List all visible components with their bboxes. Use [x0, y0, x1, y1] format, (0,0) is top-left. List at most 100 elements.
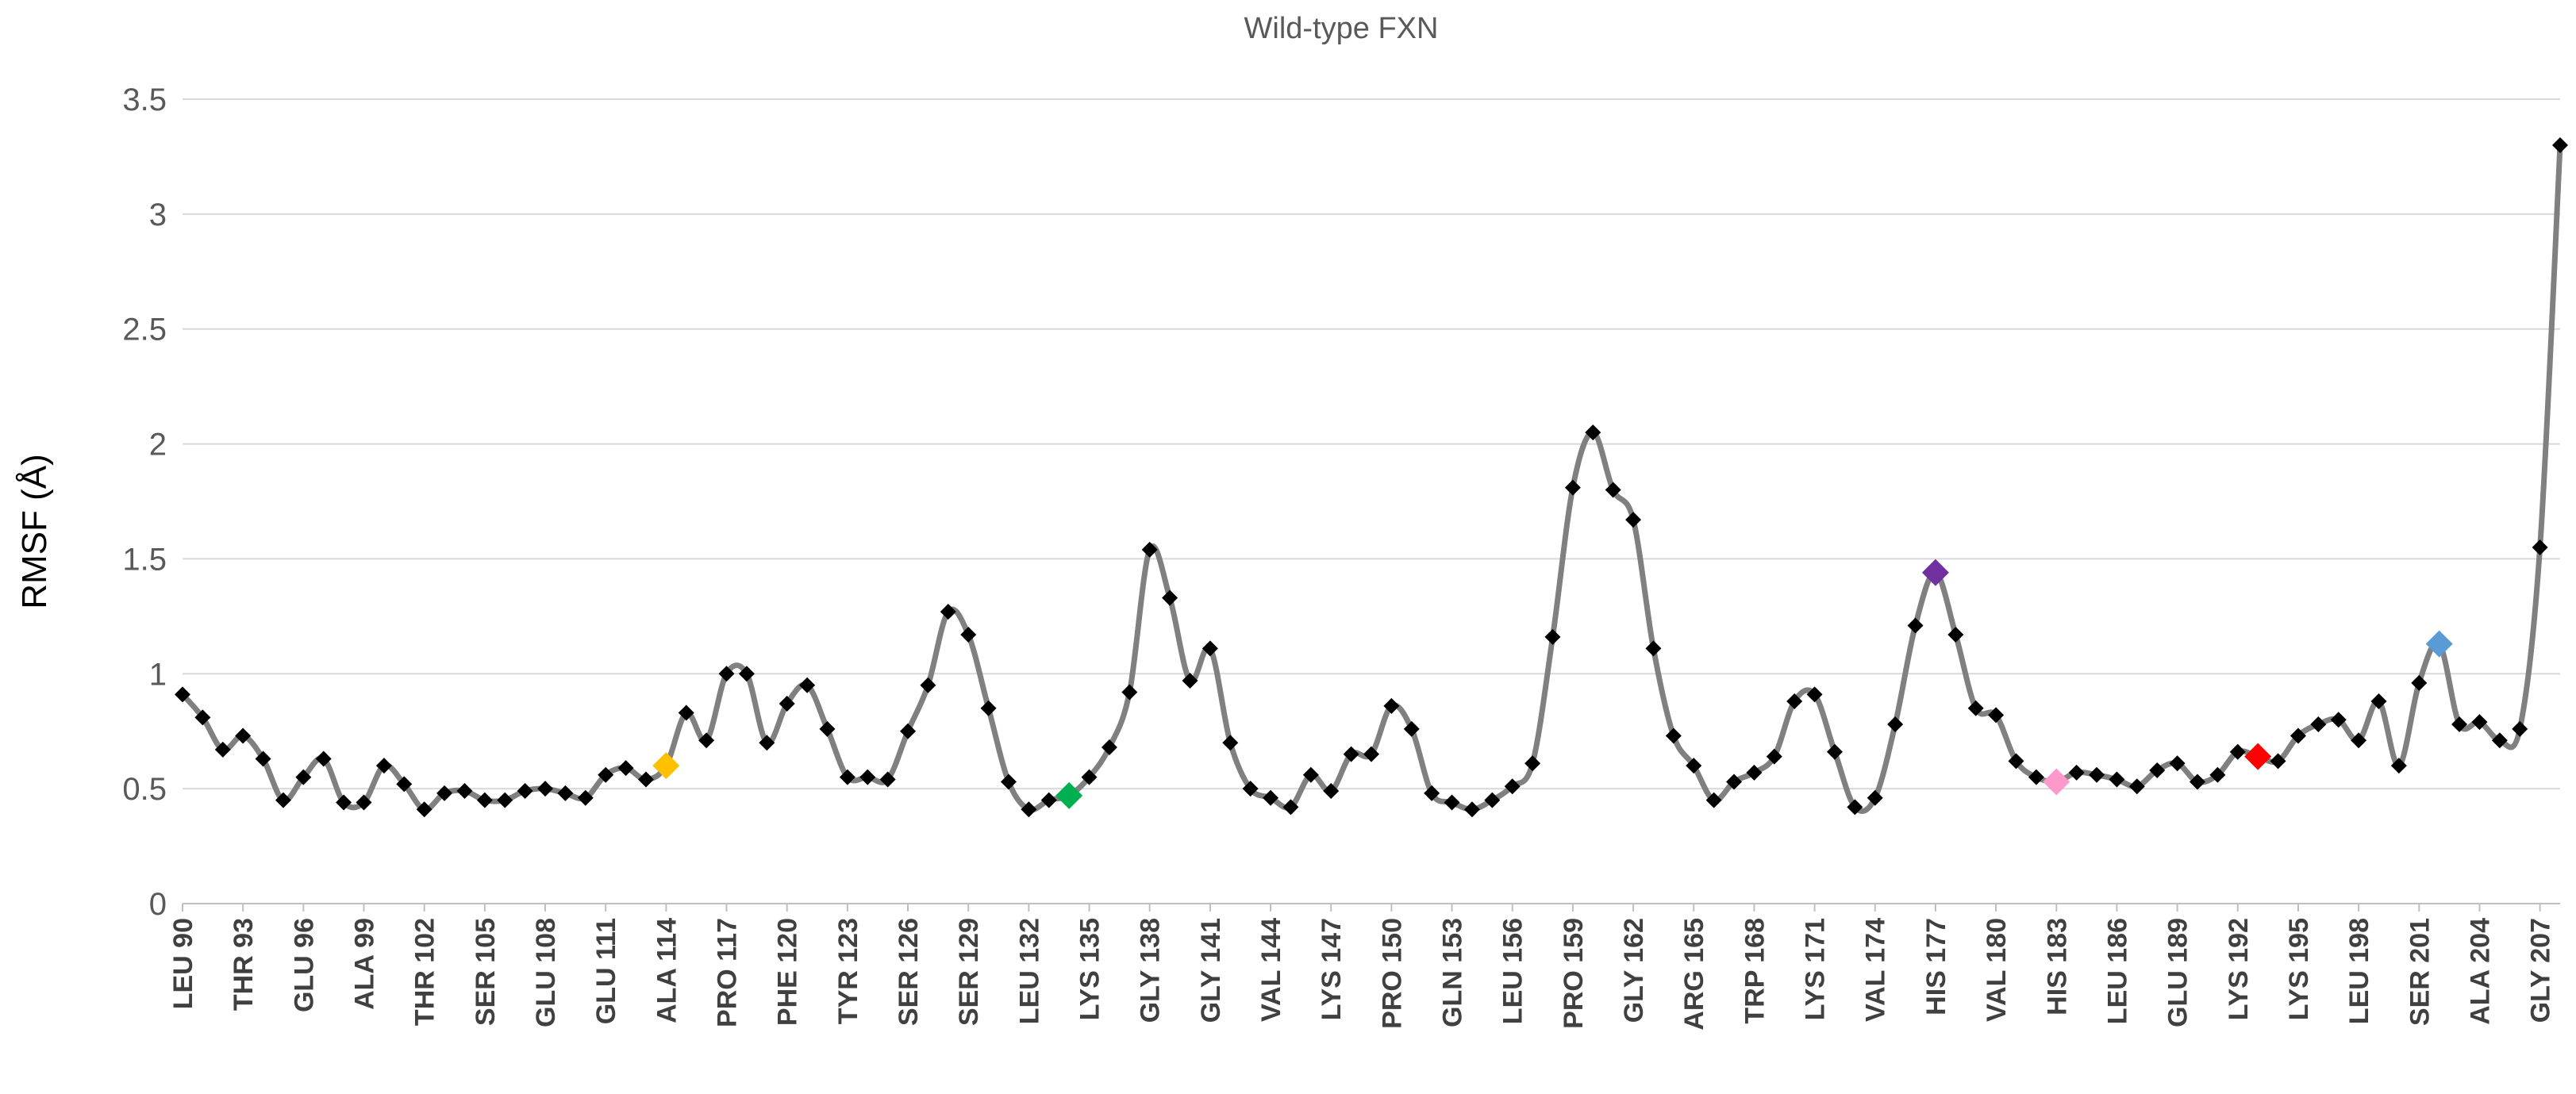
data-point: [1806, 686, 1823, 703]
chart-title: Wild-type FXN: [1244, 12, 1439, 45]
x-tick-label: PRO 150: [1377, 918, 1407, 1029]
data-point: [1867, 789, 1883, 806]
x-tick-label: LYS 171: [1801, 918, 1831, 1020]
data-point: [2532, 539, 2548, 555]
data-point: [2128, 778, 2145, 795]
x-tick-label: VAL 174: [1861, 918, 1891, 1022]
x-tick-label: SER 201: [2405, 918, 2435, 1026]
data-point: [1000, 773, 1017, 790]
x-tick-label: HIS 183: [2042, 918, 2072, 1015]
x-tick-label: LEU 132: [1014, 918, 1044, 1024]
data-point: [2351, 732, 2367, 749]
data-point: [1182, 672, 1198, 689]
data-point: [1665, 727, 1682, 744]
x-tick-label: GLY 207: [2526, 918, 2556, 1023]
y-tick-label: 2.5: [122, 313, 167, 347]
data-point: [1988, 707, 2005, 724]
data-point: [879, 771, 896, 788]
data-point: [2189, 773, 2205, 790]
data-point: [2411, 674, 2428, 691]
data-point: [1564, 479, 1581, 496]
x-tick-label: TRP 168: [1740, 918, 1770, 1024]
data-point: [476, 792, 493, 808]
data-point: [1947, 627, 1964, 643]
x-tick-label: TYR 123: [833, 918, 863, 1024]
data-point: [517, 783, 533, 800]
data-point: [1343, 746, 1359, 762]
y-tick-label: 0: [149, 887, 167, 922]
data-point: [2370, 693, 2387, 710]
data-point: [1887, 716, 1904, 733]
data-point: [1544, 628, 1561, 645]
data-point: [2109, 771, 2125, 788]
data-point: [940, 604, 956, 620]
data-point: [637, 771, 654, 788]
data-point: [759, 735, 775, 751]
data-point: [1463, 801, 1480, 818]
x-tick-label: GLU 189: [2163, 918, 2193, 1027]
data-point: [416, 801, 433, 818]
y-tick-label: 3: [149, 198, 167, 232]
data-point: [2089, 766, 2105, 783]
data-point: [2310, 716, 2327, 733]
x-tick-label: PRO 117: [713, 918, 743, 1027]
data-point: [1746, 764, 1763, 781]
x-tick-label: LEU 186: [2102, 918, 2132, 1024]
data-point: [819, 720, 836, 737]
data-point: [698, 732, 715, 749]
highlighted-residue-markers: [652, 559, 2453, 809]
data-point: [1141, 541, 1158, 558]
x-tick-label: GLY 162: [1619, 918, 1649, 1023]
data-point: [2270, 753, 2286, 770]
data-point: [839, 769, 855, 785]
data-point: [1121, 684, 1138, 701]
x-tick-label: HIS 177: [1921, 918, 1951, 1015]
y-tick-label: 1.5: [122, 542, 167, 577]
data-point: [1201, 640, 1218, 657]
highlighted-point: [652, 752, 680, 780]
x-tick-label: THR 93: [229, 918, 259, 1011]
data-point: [255, 750, 271, 767]
data-point: [356, 794, 372, 811]
data-point: [1222, 735, 1239, 751]
data-point: [497, 792, 513, 808]
data-point: [1907, 617, 1924, 634]
data-point: [275, 792, 291, 808]
x-tick-label: PHE 120: [773, 918, 803, 1026]
data-point: [1826, 743, 1843, 760]
data-point: [617, 760, 634, 777]
data-point: [1242, 781, 1259, 797]
x-tick-label: LEU 156: [1498, 918, 1528, 1024]
x-tick-labels: LEU 90 THR 93 GLU 96 ALA 99 THR 102 SER 105 GL…: [168, 904, 2556, 1031]
data-point: [1424, 785, 1440, 801]
data-point: [2290, 727, 2306, 744]
data-point: [2330, 712, 2347, 728]
data-point: [1101, 739, 1117, 755]
x-tick-label: ARG 165: [1679, 918, 1709, 1031]
highlighted-point: [1055, 781, 1083, 809]
x-tick-label: VAL 180: [1982, 918, 2012, 1022]
data-point: [799, 677, 816, 693]
data-point: [1444, 794, 1460, 811]
highlighted-point: [2425, 630, 2453, 658]
x-tick-label: SER 126: [894, 918, 924, 1026]
x-tick-label: LYS 195: [2284, 918, 2314, 1020]
data-point: [537, 781, 554, 797]
x-tick-label: THR 102: [410, 918, 440, 1026]
data-point: [214, 741, 231, 758]
data-point: [175, 686, 190, 703]
data-point: [396, 776, 413, 793]
x-tick-label: GLU 96: [289, 918, 319, 1012]
x-tick-label: LEU 90: [168, 918, 198, 1009]
data-point: [2209, 766, 2226, 783]
gridlines: [183, 98, 2560, 790]
y-axis-label: RMSF (Å): [15, 454, 54, 609]
data-point: [2491, 732, 2508, 749]
y-tick-label: 1: [149, 657, 167, 692]
x-tick-label: SER 129: [954, 918, 984, 1026]
data-point: [1383, 697, 1400, 714]
data-point: [859, 769, 876, 785]
x-tick-label: GLY 138: [1136, 918, 1166, 1023]
